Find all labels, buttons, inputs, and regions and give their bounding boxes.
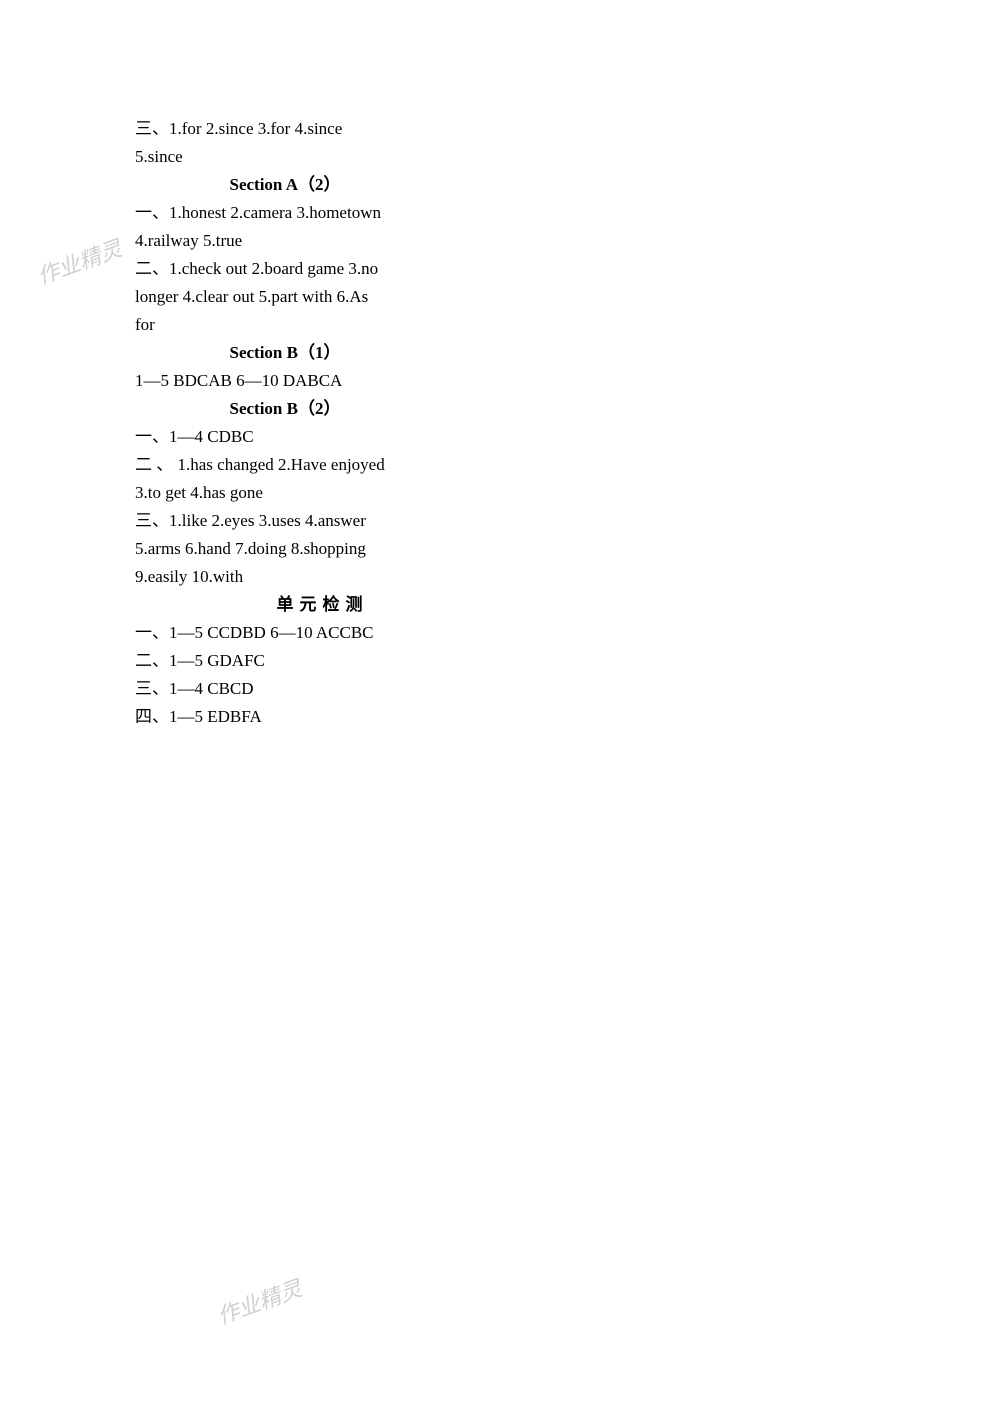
watermark-bottom: 作业精灵 [212, 1271, 306, 1331]
section-b1-title: Section B（1） [225, 339, 345, 367]
answer-line: 1—5 BDCAB 6—10 DABCA [135, 367, 415, 395]
answer-line: 9.easily 10.with [135, 563, 415, 591]
section-b2-title: Section B（2） [225, 395, 345, 423]
answer-line: 三、1.like 2.eyes 3.uses 4.answer [135, 507, 415, 535]
section-a2-title: Section A（2） [225, 171, 345, 199]
answer-line: 一、1—4 CDBC [135, 423, 415, 451]
answer-content: 三、1.for 2.since 3.for 4.since 5.since Se… [135, 115, 415, 731]
answer-line: 三、1.for 2.since 3.for 4.since [135, 115, 415, 143]
unit-test-title: 单元检测 [230, 591, 415, 619]
answer-line: 二、1.check out 2.board game 3.no [135, 255, 415, 283]
answer-line: for [135, 311, 415, 339]
answer-line: 4.railway 5.true [135, 227, 415, 255]
answer-line: 5.since [135, 143, 415, 171]
answer-line: 二 、 1.has changed 2.Have enjoyed [135, 451, 415, 479]
answer-line: longer 4.clear out 5.part with 6.As [135, 283, 415, 311]
answer-line: 三、1—4 CBCD [135, 675, 415, 703]
answer-line: 四、1—5 EDBFA [135, 703, 415, 731]
answer-line: 一、1—5 CCDBD 6—10 ACCBC [135, 619, 415, 647]
answer-line: 5.arms 6.hand 7.doing 8.shopping [135, 535, 415, 563]
answer-line: 3.to get 4.has gone [135, 479, 415, 507]
watermark-top: 作业精灵 [32, 231, 126, 291]
answer-line: 一、1.honest 2.camera 3.hometown [135, 199, 415, 227]
answer-line: 二、1—5 GDAFC [135, 647, 415, 675]
